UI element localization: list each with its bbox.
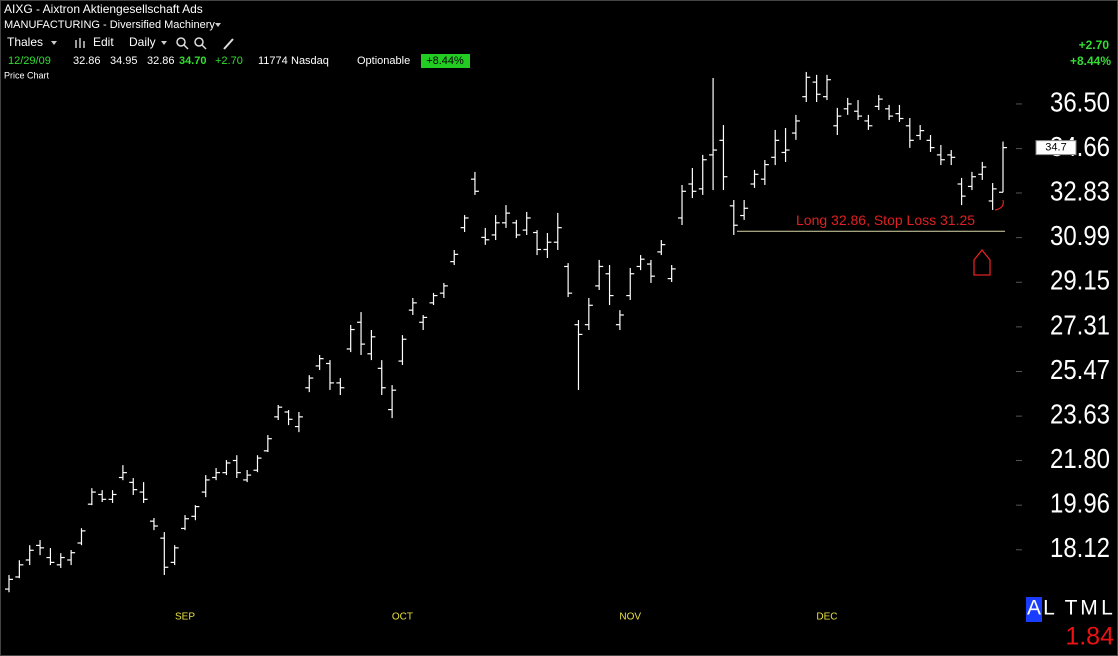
right-change-pct: +8.44%: [1070, 54, 1111, 68]
x-tick-label: NOV: [619, 612, 641, 623]
y-tick-label: 29.15: [1050, 265, 1110, 296]
quote-low: 32.86: [147, 55, 175, 67]
tab-highlight[interactable]: [1026, 597, 1042, 622]
quote-last: 34.70: [179, 55, 207, 67]
y-tick-label: 18.12: [1050, 532, 1110, 563]
dropdown-arrow[interactable]: [215, 23, 221, 27]
indicator-value: 1.84: [1065, 623, 1114, 651]
sector: MANUFACTURING - Diversified Machinery: [4, 19, 215, 31]
quote-volume: 11774: [258, 55, 288, 67]
last-price-box: [1035, 140, 1077, 156]
quote-open: 32.86: [73, 55, 101, 67]
y-tick-label: 23.63: [1050, 399, 1110, 430]
toolbar-item[interactable]: Edit: [93, 35, 114, 49]
draw-tool[interactable]: [223, 38, 234, 50]
last-price-label: 34.7: [1045, 142, 1066, 154]
quote-date: 12/29/09: [8, 55, 51, 67]
tab[interactable]: L: [1043, 597, 1055, 620]
right-change: +2.70: [1079, 38, 1110, 52]
annotation: Long 32.86, Stop Loss 31.25: [796, 212, 975, 228]
toolbar-item[interactable]: Daily: [129, 35, 156, 49]
y-tick-label: 27.31: [1050, 309, 1110, 340]
chart-icon[interactable]: [75, 38, 85, 48]
symbol-title: AIXG - Aixtron Aktiengesellschaft Ads: [4, 2, 203, 16]
entry-arrow: [973, 248, 991, 276]
y-tick-label: 21.80: [1050, 443, 1110, 474]
zoom-in[interactable]: [176, 37, 189, 50]
y-tick-label: 30.99: [1050, 220, 1110, 251]
quote-change: +2.70: [215, 55, 243, 67]
tab[interactable]: M: [1080, 597, 1098, 620]
y-tick-label: 25.47: [1050, 354, 1110, 385]
panel-label: Price Chart: [4, 70, 50, 80]
quote-high: 34.95: [110, 55, 138, 67]
tab[interactable]: T: [1065, 597, 1078, 620]
x-tick-label: DEC: [816, 612, 837, 623]
dropdown-arrow[interactable]: [51, 41, 57, 45]
change-badge: [421, 54, 470, 68]
dropdown-arrow[interactable]: [161, 41, 167, 45]
y-tick-label: 32.83: [1050, 175, 1110, 206]
toolbar-item[interactable]: Thales: [7, 35, 43, 49]
quote-change-pct: +8.44%: [426, 55, 464, 67]
y-tick-label: 19.96: [1050, 488, 1110, 519]
tab[interactable]: L: [1101, 597, 1113, 620]
quote-exchange: Nasdaq: [291, 55, 329, 67]
x-tick-label: OCT: [392, 612, 413, 623]
x-tick-label: SEP: [175, 612, 195, 623]
quote-optionable: Optionable: [357, 55, 410, 67]
tab[interactable]: A: [1027, 597, 1041, 620]
zoom-out[interactable]: [194, 37, 207, 50]
y-tick-label: 36.50: [1050, 86, 1110, 117]
annotation-curve: [994, 199, 1004, 211]
